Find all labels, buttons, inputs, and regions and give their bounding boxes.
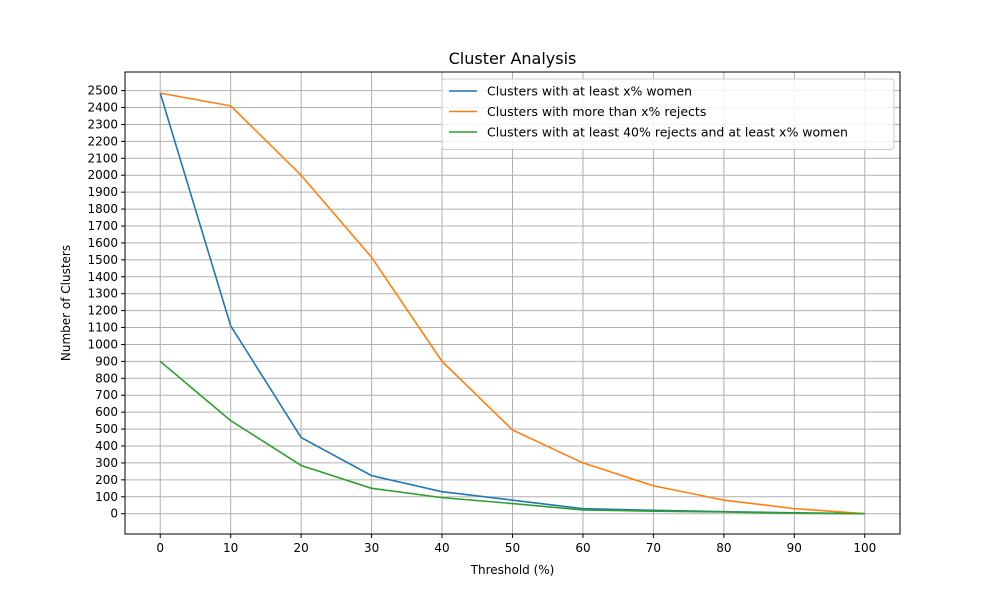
y-tick-label: 800 (95, 371, 118, 385)
x-tick-label: 90 (787, 541, 802, 555)
x-tick-label: 100 (853, 541, 876, 555)
y-tick-label: 1500 (87, 253, 118, 267)
x-tick-label: 40 (434, 541, 449, 555)
y-tick-label: 1200 (87, 304, 118, 318)
y-tick-label: 300 (95, 456, 118, 470)
x-tick-label: 20 (293, 541, 308, 555)
y-tick-label: 200 (95, 473, 118, 487)
legend-label-0: Clusters with at least x% women (487, 84, 692, 99)
y-tick-label: 700 (95, 388, 118, 402)
legend-label-1: Clusters with more than x% rejects (487, 104, 706, 119)
y-tick-label: 600 (95, 405, 118, 419)
x-tick-label: 50 (505, 541, 520, 555)
y-tick-label: 1300 (87, 287, 118, 301)
y-axis-label: Number of Clusters (59, 245, 73, 361)
y-tick-label: 1800 (87, 202, 118, 216)
x-tick-label: 70 (646, 541, 661, 555)
y-tick-label: 1900 (87, 185, 118, 199)
y-tick-label: 1400 (87, 270, 118, 284)
y-tick-label: 1000 (87, 337, 118, 351)
y-tick-label: 2300 (87, 117, 118, 131)
x-axis-label: Threshold (%) (470, 563, 555, 577)
y-tick-label: 2400 (87, 101, 118, 115)
x-tick-label: 60 (575, 541, 590, 555)
y-tick-label: 400 (95, 439, 118, 453)
y-tick-label: 900 (95, 354, 118, 368)
y-tick-label: 1600 (87, 236, 118, 250)
y-tick-label: 500 (95, 422, 118, 436)
y-tick-label: 1100 (87, 321, 118, 335)
y-tick-label: 100 (95, 490, 118, 504)
y-tick-label: 2100 (87, 151, 118, 165)
y-tick-label: 1700 (87, 219, 118, 233)
chart-title: Cluster Analysis (449, 49, 577, 68)
x-tick-label: 80 (716, 541, 731, 555)
legend: Clusters with at least x% women Clusters … (442, 79, 894, 150)
y-tick-label: 0 (110, 507, 118, 521)
x-tick-label: 10 (223, 541, 238, 555)
x-tick-label: 0 (156, 541, 164, 555)
y-tick-label: 2200 (87, 134, 118, 148)
legend-label-2: Clusters with at least 40% rejects and a… (487, 125, 848, 140)
x-tick-label: 30 (364, 541, 379, 555)
y-tick-label: 2500 (87, 84, 118, 98)
y-tick-label: 2000 (87, 168, 118, 182)
